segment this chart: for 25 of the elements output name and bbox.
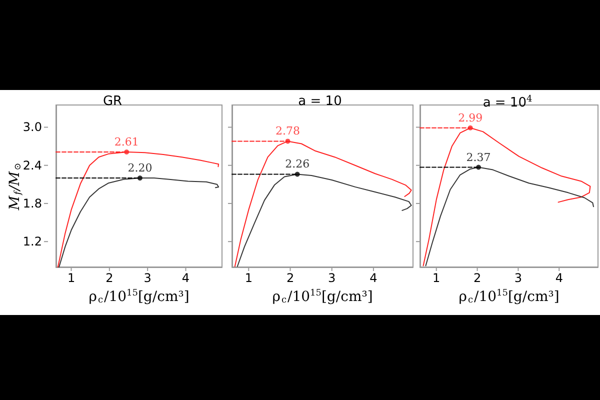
x-tick-label: 2	[473, 271, 482, 285]
data-label: 2.20	[128, 162, 152, 175]
y-tick-label: 2.4	[22, 158, 42, 172]
x-tick-label: 4	[182, 271, 190, 285]
chart-title: a = 10	[298, 94, 342, 109]
x-tick-label: 1	[244, 271, 252, 285]
data-label: 2.78	[276, 124, 300, 138]
x-tick-label: 2	[286, 271, 294, 285]
data-label: 2.99	[458, 111, 483, 124]
x-tick-label: 1	[67, 271, 76, 285]
x-tick-label: 1	[432, 271, 440, 285]
y-axis-title: Mf/M⊙	[7, 162, 24, 212]
data-label: 2.61	[114, 136, 139, 149]
data-label: 2.26	[285, 158, 310, 171]
x-tick-label: 2	[106, 271, 114, 285]
x-tick-label: 4	[370, 271, 378, 285]
data-label: 2.37	[466, 150, 491, 164]
y-tick-label: 3.0	[22, 120, 42, 134]
x-tick-label: 3	[144, 271, 152, 285]
y-tick-label: 1.2	[22, 234, 42, 249]
x-tick-label: 3	[514, 271, 522, 285]
x-tick-label: 4	[555, 271, 563, 285]
x-tick-label: 3	[328, 271, 336, 285]
y-tick-label: 1.8	[22, 196, 42, 210]
chart-title: GR	[102, 94, 122, 109]
